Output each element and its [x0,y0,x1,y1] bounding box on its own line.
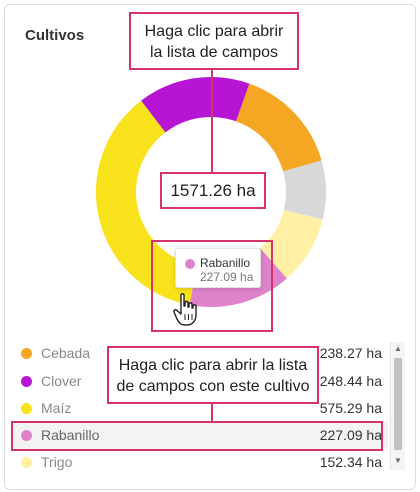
legend-row-trigo[interactable]: Trigo 152.34 ha [12,449,388,476]
legend-scrollbar[interactable]: ▲ ▼ [390,342,405,470]
widget-title: Cultivos [25,27,85,44]
slice-tooltip: Rabanillo 227.09 ha [175,248,261,288]
crops-legend-list: Cebada 238.27 ha Clover 248.44 ha Maíz 575.29… [12,340,388,478]
legend-crop-name: Maíz [41,400,72,416]
scroll-thumb[interactable] [394,358,402,450]
legend-crop-name: Rabanillo [41,427,100,443]
annotation-text: Haga clic para abrir la lista [118,357,308,374]
legend-crop-name: Cebada [41,345,91,361]
donut-slice-maiz[interactable] [96,100,197,305]
total-area-button[interactable]: 1571.26 ha [160,172,266,209]
tooltip-color-dot [185,259,195,269]
donut-slice-cebada[interactable] [236,83,322,172]
scroll-down-icon[interactable]: ▼ [394,456,402,465]
legend-row-cebada[interactable]: Cebada 238.27 ha [12,340,388,367]
legend-row-maiz[interactable]: Maíz 575.29 ha [12,395,388,422]
legend-color-dot [21,403,32,414]
scroll-up-icon[interactable]: ▲ [394,344,402,353]
annotation-text: de campos con este cultivo [116,378,310,395]
hand-cursor-icon [173,293,197,326]
tooltip-name: Rabanillo [200,256,251,270]
annotation-open-fields-list: Haga clic para abrir la lista de campos [129,12,299,70]
annotation-text: la lista de campos [149,44,279,61]
annotation-open-crop-fields: Haga clic para abrir la lista de campos … [107,346,319,404]
legend-color-dot [21,376,32,387]
annotation-text: Haga clic para abrir [144,23,284,40]
donut-slice-gris[interactable] [283,160,326,220]
legend-crop-area: 152.34 ha [319,454,382,470]
tooltip-value: 227.09 ha [200,270,254,284]
legend-color-dot [21,430,32,441]
legend-row-clover[interactable]: Clover 248.44 ha [12,368,388,395]
legend-row-rabanillo[interactable]: Rabanillo 227.09 ha [12,422,388,449]
legend-crop-area: 227.09 ha [319,427,382,443]
row-highlight-box [11,421,383,451]
legend-crop-name: Clover [41,373,82,389]
connector-line-bottom [211,404,213,421]
legend-color-dot [21,457,32,468]
donut-slice-trigo[interactable] [260,209,323,279]
donut-slice-clover[interactable] [141,76,250,133]
connector-line-top [211,70,213,172]
legend-crop-name: Trigo [41,454,73,470]
legend-crop-area: 238.27 ha [319,345,382,361]
legend-color-dot [21,348,32,359]
legend-crop-area: 575.29 ha [319,400,382,416]
legend-crop-area: 248.44 ha [319,373,382,389]
slice-highlight-box [151,240,273,332]
